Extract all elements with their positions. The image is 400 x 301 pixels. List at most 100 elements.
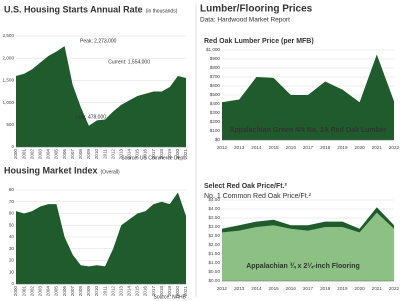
source: Source: US Commerce Dept.: [121, 155, 186, 161]
area: [16, 192, 186, 284]
x-tick-label: 2005: [54, 286, 59, 297]
annotation: Peak: 2,273,000: [80, 38, 117, 44]
x-tick-label: 2003: [38, 149, 43, 160]
x-tick-label: 2016: [286, 286, 297, 291]
y-tick-label: 70: [9, 199, 15, 204]
x-tick-label: 2007: [70, 286, 75, 297]
y-tick-label: $4.00: [209, 206, 221, 211]
x-tick-label: 2000: [13, 149, 18, 160]
annotation: Appalachian ¾ x 2¼-inch Flooring: [246, 262, 360, 270]
x-tick-label: 2021: [183, 286, 188, 297]
x-tick-label: 2013: [234, 145, 245, 150]
y-tick-label: $0.50: [209, 269, 221, 274]
chart-title: Red Oak Lumber Price (per MFB): [204, 38, 314, 45]
y-tick-label: $2.00: [209, 242, 221, 247]
x-tick-label: 2017: [303, 286, 314, 291]
y-tick-label: $1,000: [206, 47, 220, 52]
x-tick-label: 2009: [86, 286, 91, 297]
y-tick-label: $3.00: [209, 224, 221, 229]
y-tick-label: 2,000: [3, 55, 15, 60]
x-tick-label: 2014: [127, 286, 132, 297]
y-tick-label: 50: [9, 222, 15, 227]
y-tick-label: $800: [210, 65, 221, 70]
x-tick-label: 2015: [135, 149, 140, 160]
x-tick-label: 2003: [38, 286, 43, 297]
x-tick-label: 2012: [217, 286, 228, 291]
y-tick-label: $200: [210, 119, 221, 124]
y-tick-label: 20: [9, 258, 15, 263]
x-tick-label: 2016: [286, 145, 297, 150]
y-tick-label: $300: [210, 110, 221, 115]
x-tick-label: 2013: [234, 286, 245, 291]
annotation: Appalachian Green 4/4 No. 2A Red Oak Lum…: [229, 127, 387, 134]
x-tick-label: 2018: [320, 286, 331, 291]
x-tick-label: 2001: [21, 286, 26, 297]
x-tick-label: 2022: [389, 145, 400, 150]
x-tick-label: 2008: [78, 286, 83, 297]
x-tick-label: 2012: [217, 145, 228, 150]
x-tick-label: 2013: [118, 286, 123, 297]
x-tick-label: 2012: [110, 149, 115, 160]
source: Source: NAHB: [153, 294, 186, 300]
chart-title: U.S. Housing Starts Annual Rate: [4, 4, 143, 14]
x-tick-label: 2015: [135, 286, 140, 297]
y-tick-label: $100: [210, 128, 221, 133]
legend-label: Select Red Oak Price/Ft.²: [204, 183, 288, 190]
y-tick-label: $600: [210, 83, 221, 88]
x-tick-label: 2001: [21, 149, 26, 160]
area: [222, 212, 394, 281]
x-tick-label: 2018: [159, 149, 164, 160]
x-tick-label: 2015: [268, 145, 279, 150]
annotation: Low: 478,000: [76, 114, 106, 120]
y-tick-label: $1.00: [209, 260, 221, 265]
y-tick-label: $0.00: [209, 278, 221, 283]
y-tick-label: $500: [210, 92, 221, 97]
x-tick-label: 2014: [127, 149, 132, 160]
x-tick-label: 2017: [151, 149, 156, 160]
y-tick-label: 30: [9, 246, 15, 251]
area: [222, 54, 394, 140]
x-tick-label: 2019: [337, 286, 348, 291]
x-tick-label: 2019: [167, 149, 172, 160]
chart-subtitle: (in thousands): [146, 8, 178, 14]
legend-label: No. 1 Common Red Oak Price/Ft.²: [204, 193, 312, 200]
x-tick-label: 2015: [268, 286, 279, 291]
x-tick-label: 2007: [70, 149, 75, 160]
x-tick-label: 2017: [303, 145, 314, 150]
y-tick-label: $3.50: [209, 215, 221, 220]
y-tick-label: 0: [11, 144, 14, 149]
x-tick-label: 2009: [86, 149, 91, 160]
y-tick-label: $900: [210, 56, 221, 61]
x-tick-label: 2016: [143, 286, 148, 297]
x-tick-label: 2022: [389, 286, 400, 291]
x-tick-label: 2012: [110, 286, 115, 297]
x-tick-label: 2019: [167, 286, 172, 297]
y-tick-label: 0: [11, 281, 14, 286]
x-tick-label: 2020: [175, 286, 180, 297]
x-tick-label: 2013: [118, 149, 123, 160]
y-tick-label: $0: [215, 137, 221, 142]
y-tick-label: 1,500: [3, 78, 15, 83]
y-tick-label: $700: [210, 74, 221, 79]
x-tick-label: 2019: [337, 145, 348, 150]
y-tick-label: 2,500: [3, 33, 15, 38]
chart-title: Housing Market Index: [4, 165, 98, 175]
y-tick-label: 10: [9, 269, 15, 274]
y-tick-label: 500: [6, 122, 14, 127]
area: [16, 46, 186, 148]
x-tick-label: 2016: [143, 149, 148, 160]
x-tick-label: 2000: [13, 286, 18, 297]
y-tick-label: $1.50: [209, 251, 221, 256]
header-subtitle: Data: Hardwood Market Report: [200, 17, 290, 24]
x-tick-label: 2020: [175, 149, 180, 160]
x-tick-label: 2002: [29, 149, 34, 160]
x-tick-label: 2010: [94, 149, 99, 160]
x-tick-label: 2021: [183, 149, 188, 160]
x-tick-label: 2004: [46, 149, 51, 160]
x-tick-label: 2011: [102, 286, 107, 296]
y-tick-label: 80: [9, 187, 15, 192]
x-tick-label: 2010: [94, 286, 99, 297]
x-tick-label: 2021: [372, 145, 383, 150]
x-tick-label: 2004: [46, 286, 51, 297]
